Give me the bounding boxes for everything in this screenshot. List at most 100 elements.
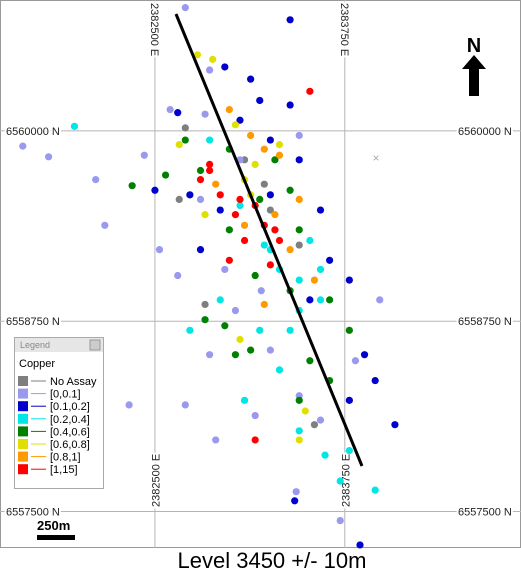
drillhole-point [196,176,205,184]
drillhole-point [345,446,353,455]
y-tick-label: 6560000 N [6,126,60,138]
drillhole-point [206,166,214,175]
drillhole-point [310,276,319,284]
drillhole-point [336,517,344,525]
drillhole-point [236,195,244,204]
legend-header: Legend [20,340,50,350]
legend-swatch [18,426,28,437]
legend-label: [0.8,1] [50,452,81,464]
drillhole-point [260,241,268,249]
drillhole-point [316,416,325,424]
drillhole-point [371,486,379,494]
legend-label: [0.2,0.4] [50,414,90,426]
legend-label: [0.6,0.8] [50,439,90,451]
legend-items: No Assay[0,0.1][0.1,0.2][0.2,0.4][0.4,0.… [18,376,97,476]
legend-swatch [18,401,28,412]
y-tick-label: 6558750 N [6,316,60,328]
drillhole-point [371,376,379,385]
drillhole-point [212,436,220,444]
drillhole-point [345,326,353,334]
drillhole-point [206,66,214,74]
legend-swatch [18,439,28,449]
drillhole-point [295,226,303,234]
legend-swatch [18,376,28,386]
north-label: N [467,35,481,57]
drillhole-point [360,351,369,359]
drillhole-point [231,351,240,359]
map-title: Level 3450 +/- 10m [178,548,367,572]
legend-swatch [18,388,28,399]
north-arrow-shape [462,55,486,96]
drillhole-point [181,4,189,12]
drillhole-point [196,246,205,254]
x-tick-label: 2383750 E [341,454,353,507]
y-tick-label: 6558750 N [458,316,512,328]
legend-header-bar [15,338,103,352]
legend-close[interactable] [89,339,101,351]
drillhole-point [306,87,314,95]
drillhole-point [271,226,279,234]
drillhole-point [225,226,233,234]
drillhole-point [206,351,214,359]
scale-bar-rect [37,535,75,540]
drillhole-point [161,171,170,179]
drillhole-point [275,236,284,245]
drillhole-point [376,296,384,304]
drillhole-point [140,151,148,159]
drillhole-point [225,256,233,264]
drillhole-point [186,191,194,199]
drillhole-point [275,141,284,149]
legend-swatch [18,464,28,475]
drillhole-point [391,421,399,429]
drillhole-point [231,211,240,219]
drillhole-point [70,122,79,130]
drillhole-point [345,276,353,284]
drillhole-point [260,300,268,309]
drillhole-point [186,326,194,334]
drillhole-point [247,131,255,140]
legend-label: [1,15] [50,464,78,476]
drillhole-point [316,265,325,274]
drillhole-point [201,211,209,219]
drillhole-point [321,451,329,459]
scale-bar-label: 250m [37,518,70,533]
drillhole-point [256,96,264,105]
drillhole-point [275,151,284,159]
legend-swatch [18,451,28,462]
north-arrow: N [462,35,486,96]
drillhole-point [295,131,303,140]
drillhole-point [257,287,265,295]
y-tick-label: 6560000 N [458,126,512,138]
drillhole-point [251,411,259,420]
drillhole-point [310,421,319,429]
drillhole-point [181,136,189,144]
drillhole-point [212,180,220,188]
drillhole-point [231,121,240,129]
drillhole-point [151,186,159,194]
drillhole-points [19,4,399,549]
drillhole-point [256,326,264,334]
legend: Legend Copper No Assay[0,0.1][0.1,0.2][0… [14,337,104,489]
drillhole-point [295,195,303,204]
drillhole-point [240,221,249,229]
drillhole-point [174,109,182,117]
grid: 2382500 E 2382500 E 2383750 E 2383750 E 6557… [0,0,521,548]
drillhole-point [216,296,224,304]
section-line [174,13,364,467]
drillhole-point [174,271,182,280]
drillhole-point [128,182,136,190]
drillhole-point [326,296,334,304]
drillhole-point [45,153,53,161]
y-tick-label: 6557500 N [6,506,60,518]
drillhole-point [286,186,294,194]
drillhole-point [306,236,314,245]
drillhole-point [266,191,274,199]
x-tick-label: 2382500 E [148,3,160,56]
drillhole-point [295,156,303,164]
drillhole-point [251,271,259,280]
drillhole-point [236,201,244,210]
drillhole-point [221,322,229,330]
drillhole-point [247,75,255,83]
drillhole-point [271,211,279,219]
drillhole-point [175,195,183,204]
